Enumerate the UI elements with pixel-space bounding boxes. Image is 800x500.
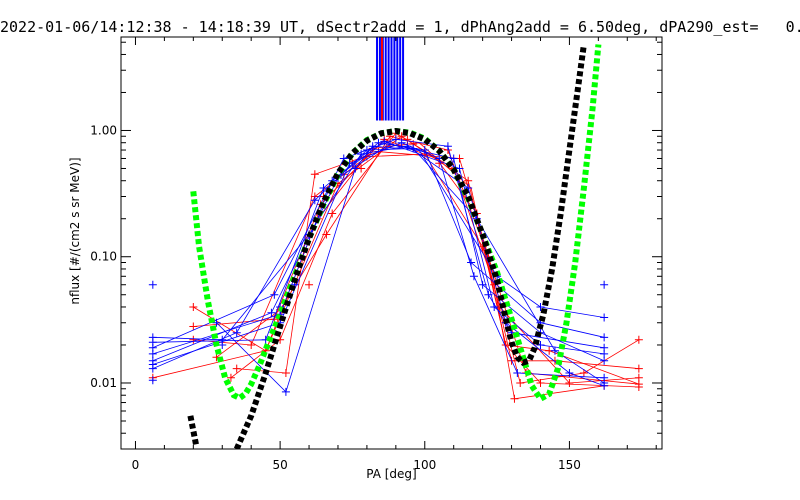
data-point bbox=[516, 378, 525, 387]
data-point bbox=[319, 184, 328, 193]
data-point bbox=[397, 138, 406, 147]
data-point bbox=[600, 349, 609, 358]
data-point bbox=[270, 290, 279, 299]
series-trace-line bbox=[193, 138, 639, 369]
data-point bbox=[403, 135, 412, 144]
data-point bbox=[403, 142, 412, 151]
y-axis-label: nflux [#/(cm2 s sr MeV)] bbox=[68, 157, 82, 304]
data-point bbox=[362, 146, 371, 155]
data-point bbox=[579, 368, 588, 377]
data-point bbox=[310, 196, 319, 205]
y-tick-label: 0.10 bbox=[90, 250, 117, 264]
data-point bbox=[232, 328, 241, 337]
model-curve bbox=[187, 415, 200, 447]
data-point bbox=[420, 146, 429, 155]
data-point bbox=[510, 394, 519, 403]
data-point bbox=[148, 376, 157, 385]
axes: 0 50 100 150 0.01 0.10 1.00 bbox=[90, 37, 662, 472]
data-point bbox=[386, 140, 395, 149]
data-point bbox=[490, 302, 499, 311]
data-point bbox=[600, 381, 609, 390]
data-point bbox=[148, 364, 157, 373]
series-trace-line bbox=[216, 145, 605, 393]
data-point bbox=[634, 335, 643, 344]
data-point bbox=[226, 373, 235, 382]
data-point bbox=[484, 290, 493, 299]
series-trace-line bbox=[152, 140, 605, 355]
plot-frame bbox=[120, 36, 663, 450]
data-point bbox=[305, 280, 314, 289]
series-trace-line bbox=[230, 132, 605, 400]
data-point bbox=[189, 322, 198, 331]
series-trace-line bbox=[152, 143, 605, 362]
data-point bbox=[391, 135, 400, 144]
data-point bbox=[600, 313, 609, 322]
data-point bbox=[322, 230, 331, 239]
data-point bbox=[374, 138, 383, 147]
data-point bbox=[513, 368, 522, 377]
plot-marks bbox=[148, 37, 643, 449]
data-point bbox=[351, 164, 360, 173]
data-point bbox=[281, 387, 290, 396]
data-point bbox=[634, 382, 643, 391]
data-point bbox=[310, 170, 319, 179]
chart-title: 2022-01-06/14:12:38 - 14:18:39 UT, dSect… bbox=[0, 18, 800, 36]
x-tick-label: 0 bbox=[132, 458, 140, 472]
data-point bbox=[212, 318, 221, 327]
data-point bbox=[550, 346, 559, 355]
data-point bbox=[634, 364, 643, 373]
data-point bbox=[455, 164, 464, 173]
data-point bbox=[148, 349, 157, 358]
data-point bbox=[357, 150, 366, 159]
data-point bbox=[600, 356, 609, 365]
series-trace-line bbox=[152, 142, 605, 343]
data-point bbox=[467, 258, 476, 267]
data-point bbox=[478, 280, 487, 289]
data-point bbox=[232, 364, 241, 373]
data-point bbox=[267, 308, 276, 317]
data-point bbox=[443, 142, 452, 151]
data-point bbox=[380, 137, 389, 146]
y-tick-label: 1.00 bbox=[90, 123, 117, 137]
data-point bbox=[409, 144, 418, 153]
data-point bbox=[281, 368, 290, 377]
data-point bbox=[189, 302, 198, 311]
data-point bbox=[464, 176, 473, 185]
y-tick-label: 0.01 bbox=[90, 376, 117, 390]
data-point bbox=[565, 378, 574, 387]
data-point bbox=[565, 368, 574, 377]
data-point bbox=[328, 209, 337, 218]
x-tick-label: 150 bbox=[558, 458, 581, 472]
x-axis-label: PA [deg] bbox=[366, 467, 416, 481]
model-curve bbox=[190, 44, 602, 403]
model-curve bbox=[233, 44, 587, 449]
data-point bbox=[247, 340, 256, 349]
data-point bbox=[600, 280, 609, 289]
data-point bbox=[469, 272, 478, 281]
series-trace-line bbox=[152, 138, 605, 349]
data-point bbox=[536, 378, 545, 387]
data-point bbox=[536, 302, 545, 311]
series-trace-line bbox=[152, 135, 640, 385]
x-tick-label: 100 bbox=[413, 458, 436, 472]
x-tick-label: 50 bbox=[272, 458, 287, 472]
data-point bbox=[600, 333, 609, 342]
data-point bbox=[189, 335, 198, 344]
data-point bbox=[368, 142, 377, 151]
data-point bbox=[148, 280, 157, 289]
data-point bbox=[449, 154, 458, 163]
